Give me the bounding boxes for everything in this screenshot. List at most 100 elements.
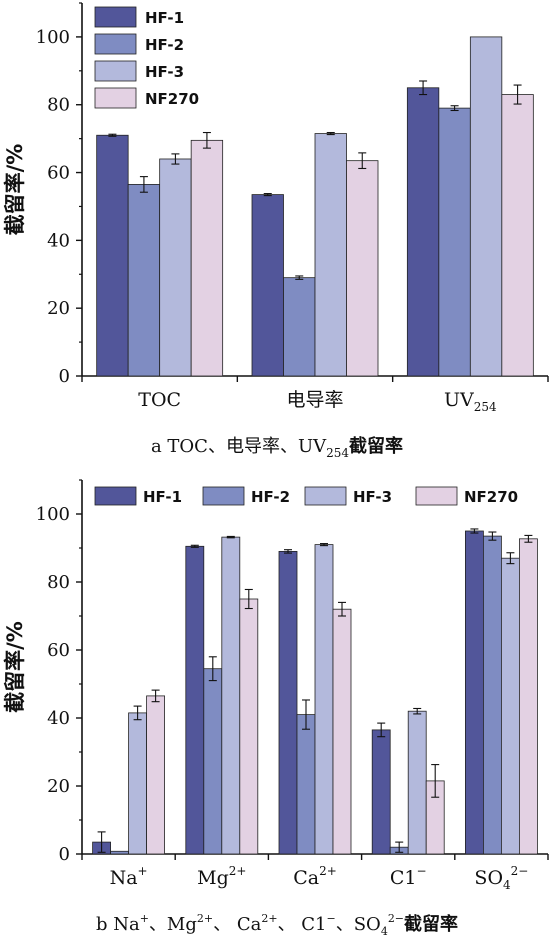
c2-bar-HF-2-2 bbox=[296, 714, 316, 855]
legend-label-HF-3: HF-3 bbox=[353, 488, 392, 506]
c1-bar-NF270-1 bbox=[346, 160, 379, 377]
c2-bar-NF270-1 bbox=[239, 598, 259, 855]
caption-sup: 2− bbox=[388, 912, 404, 925]
c1-y-tick-label-80: 80 bbox=[47, 95, 70, 116]
c1-bar-HF-1-2 bbox=[406, 87, 440, 377]
c1-bar-HF-3-1 bbox=[314, 133, 347, 377]
caption-sup: 2+ bbox=[197, 912, 213, 925]
caption-sup: − bbox=[327, 912, 336, 925]
c1-y-tick-label-100: 100 bbox=[36, 27, 70, 48]
legend-label-HF-3: HF-3 bbox=[145, 63, 184, 81]
c1-bar-HF-2-1 bbox=[283, 277, 316, 377]
legend-swatch-NF270 bbox=[94, 87, 137, 109]
c2-bar-HF-1-1 bbox=[185, 545, 205, 855]
legend-label-HF-1: HF-1 bbox=[145, 9, 184, 27]
c2-y-tick-label-80: 80 bbox=[47, 572, 70, 593]
caption-part: 、 Ca bbox=[213, 914, 261, 935]
legend-swatch-HF-1 bbox=[94, 486, 137, 506]
legend-swatch-HF-3 bbox=[304, 486, 347, 506]
c2-y-tick-label-60: 60 bbox=[47, 640, 70, 661]
c1-bar-HF-3-2 bbox=[469, 36, 503, 377]
legend-label-NF270: NF270 bbox=[145, 90, 199, 108]
caption-sup: 2+ bbox=[261, 912, 277, 925]
legend-swatch-HF-2 bbox=[94, 33, 137, 55]
c2-category-main: Ca bbox=[293, 867, 319, 889]
caption-part: b Na bbox=[96, 914, 140, 935]
legend-label-HF-1: HF-1 bbox=[143, 488, 182, 506]
c2-category-sup: 2+ bbox=[319, 864, 337, 878]
c1-category-main: UV bbox=[444, 389, 474, 411]
c2-y-tick-label-100: 100 bbox=[36, 504, 70, 525]
c1-bar-HF-2-2 bbox=[438, 107, 471, 377]
legend-swatch-HF-1 bbox=[94, 6, 137, 28]
caption-part: 、SO bbox=[336, 914, 381, 935]
c2-category-label-1: Mg2+ bbox=[197, 864, 246, 889]
c1-category-label-1: 电导率 bbox=[286, 389, 343, 411]
c1-bar-HF-3-0 bbox=[159, 158, 192, 377]
legend-label-NF270: NF270 bbox=[464, 488, 518, 506]
caption-sub: 4 bbox=[381, 925, 388, 938]
c2-y-tick-label-40: 40 bbox=[47, 708, 70, 729]
c1-y-tick-label-60: 60 bbox=[47, 163, 70, 184]
c1-bar-HF-2-0 bbox=[127, 184, 161, 377]
c2-category-main: C1 bbox=[390, 867, 417, 889]
c1-y-tick-label-0: 0 bbox=[59, 366, 70, 387]
c2-category-sup: 2+ bbox=[229, 864, 247, 878]
c2-bar-HF-2-0 bbox=[110, 850, 129, 855]
c1-category-label-0: TOC bbox=[138, 389, 181, 411]
c2-bar-HF-3-3 bbox=[407, 710, 427, 855]
c2-bar-NF270-0 bbox=[146, 695, 166, 855]
c2-category-sup: − bbox=[416, 864, 426, 878]
c2-bar-HF-1-4 bbox=[464, 530, 484, 855]
legend-swatch-HF-3 bbox=[94, 60, 137, 82]
caption-part: 、 C1 bbox=[278, 914, 327, 935]
legend-label-HF-2: HF-2 bbox=[145, 36, 184, 54]
c2-y-tick-label-0: 0 bbox=[59, 844, 70, 865]
c2-bar-HF-1-2 bbox=[278, 551, 298, 855]
c2-bar-HF-3-1 bbox=[221, 536, 241, 855]
c2-bar-HF-2-1 bbox=[203, 668, 223, 855]
c1-bar-NF270-0 bbox=[190, 139, 224, 377]
c1-category-sub: 254 bbox=[474, 400, 497, 414]
c1-category-main: TOC bbox=[138, 389, 181, 411]
legend-swatch-HF-2 bbox=[202, 486, 245, 506]
c2-y-axis-label: 截留率/% bbox=[3, 621, 27, 713]
c2-bar-HF-2-4 bbox=[482, 535, 502, 855]
caption-sub: 254 bbox=[326, 446, 349, 460]
c2-bar-HF-3-4 bbox=[500, 557, 520, 855]
c1-category-main: 电导率 bbox=[286, 389, 343, 411]
legend-label-HF-2: HF-2 bbox=[251, 488, 290, 506]
c2-category-sup: 2− bbox=[511, 864, 529, 878]
c2-bar-HF-3-0 bbox=[128, 712, 148, 855]
c2-category-sub: 4 bbox=[503, 878, 511, 892]
c2-caption: b Na+、Mg2+、 Ca2+、 C1−、SO42−截留率 bbox=[96, 912, 458, 938]
c2-category-label-3: C1− bbox=[390, 864, 427, 889]
c2-bar-NF270-2 bbox=[332, 608, 352, 855]
c2-bar-NF270-4 bbox=[519, 538, 538, 855]
c1-bar-NF270-2 bbox=[501, 94, 534, 377]
c1-caption: a TOC、电导率、UV254截留率 bbox=[151, 435, 403, 460]
caption-part: a TOC、电导率、UV bbox=[151, 436, 327, 457]
c2-category-main: Mg bbox=[197, 867, 229, 889]
caption-part: 截留率 bbox=[404, 913, 458, 935]
c2-category-label-0: Na+ bbox=[110, 864, 148, 889]
c2-y-tick-label-20: 20 bbox=[47, 776, 70, 797]
c2-category-label-2: Ca2+ bbox=[293, 864, 337, 889]
c2-category-label-4: SO42− bbox=[474, 864, 528, 892]
c1-y-tick-label-40: 40 bbox=[47, 230, 70, 251]
c2-category-main: SO bbox=[474, 867, 503, 889]
c1-bar-HF-1-1 bbox=[251, 194, 284, 377]
caption-part: 截留率 bbox=[349, 435, 403, 457]
c1-category-label-2: UV254 bbox=[444, 389, 497, 414]
c2-category-sup: + bbox=[138, 864, 148, 878]
legend-swatch-NF270 bbox=[415, 486, 458, 506]
caption-part: 、Mg bbox=[149, 914, 197, 935]
c1-y-axis-label: 截留率/% bbox=[3, 144, 27, 236]
c1-y-tick-label-20: 20 bbox=[47, 298, 70, 319]
c2-bar-HF-1-3 bbox=[371, 729, 391, 855]
caption-sup: + bbox=[140, 912, 149, 925]
c2-bar-HF-3-2 bbox=[314, 544, 334, 855]
c2-category-main: Na bbox=[110, 867, 138, 889]
